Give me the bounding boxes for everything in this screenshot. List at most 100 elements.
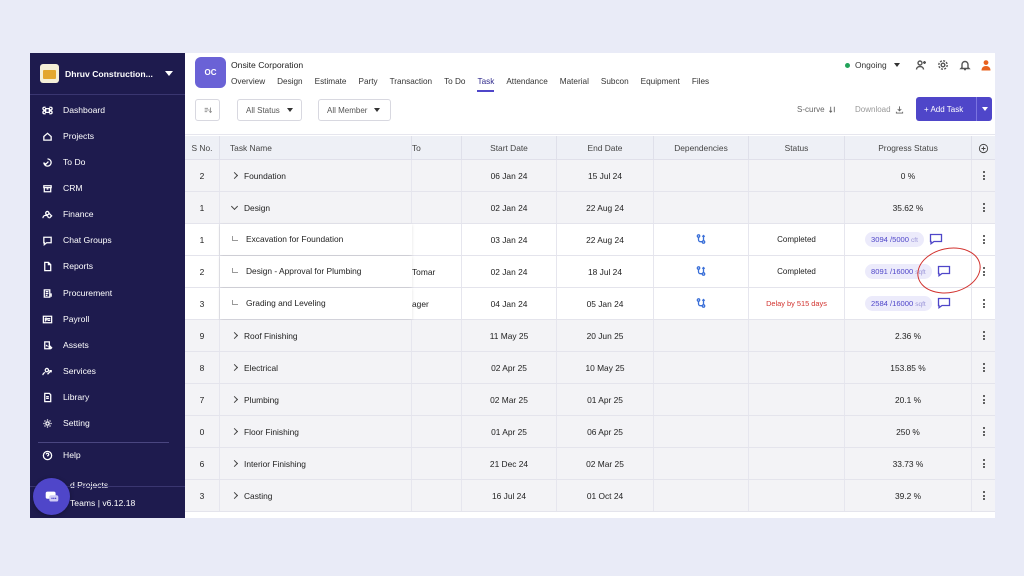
row-menu-icon[interactable]: [973, 192, 995, 223]
row-menu-icon[interactable]: [973, 256, 995, 287]
company-switcher[interactable]: Dhruv Construction...: [30, 53, 185, 95]
chevron-right-icon[interactable]: [230, 171, 239, 180]
bell-icon[interactable]: [958, 58, 972, 72]
column-header-progress-status[interactable]: Progress Status: [845, 136, 972, 160]
sidebar-item-projects[interactable]: Projects: [30, 124, 185, 148]
task-name: Interior Finishing: [244, 458, 306, 469]
status-filter-dropdown[interactable]: All Status: [237, 99, 302, 121]
chevron-right-icon[interactable]: [230, 491, 239, 500]
row-menu-icon[interactable]: [973, 160, 995, 191]
comment-icon[interactable]: [937, 297, 951, 311]
row-menu-icon[interactable]: [973, 384, 995, 415]
task-name-cell[interactable]: Interior Finishing: [220, 448, 412, 479]
add-task-button[interactable]: + Add Task: [916, 97, 992, 121]
task-name-cell[interactable]: Grading and Leveling: [220, 288, 412, 319]
sidebar-item-crm[interactable]: CRM: [30, 176, 185, 200]
chevron-right-icon[interactable]: [230, 459, 239, 468]
filter-sort-button[interactable]: [195, 99, 220, 121]
sidebar-item-to-do[interactable]: To Do: [30, 150, 185, 174]
task-name-cell[interactable]: Design: [220, 192, 412, 223]
sidebar-item-dashboard[interactable]: Dashboard: [30, 98, 185, 122]
task-group-row[interactable]: 9 Roof Finishing 11 May 25 20 Jun 25 2.36 %: [185, 320, 995, 352]
task-group-row[interactable]: 1 Design 02 Jan 24 22 Aug 24 35.62 %: [185, 192, 995, 224]
tab-files[interactable]: Files: [691, 77, 710, 86]
scurve-button[interactable]: S-curve: [797, 105, 837, 114]
tab-material[interactable]: Material: [559, 77, 589, 86]
sidebar-item-projects-partial[interactable]: d Projects: [30, 473, 185, 497]
dependency-icon[interactable]: [696, 297, 706, 310]
column-header-to[interactable]: To: [412, 136, 462, 160]
chevron-right-icon[interactable]: [230, 395, 239, 404]
sidebar-item-procurement[interactable]: Procurement: [30, 281, 185, 305]
task-group-row[interactable]: 0 Floor Finishing 01 Apr 25 06 Apr 25 250 %: [185, 416, 995, 448]
task-name-cell[interactable]: Electrical: [220, 352, 412, 383]
task-name-cell[interactable]: Foundation: [220, 160, 412, 191]
row-menu-icon[interactable]: [973, 352, 995, 383]
column-header-dependencies[interactable]: Dependencies: [654, 136, 749, 160]
tab-to-do[interactable]: To Do: [444, 77, 466, 86]
task-name-cell[interactable]: Plumbing: [220, 384, 412, 415]
tab-estimate[interactable]: Estimate: [314, 77, 347, 86]
comment-icon[interactable]: [937, 265, 951, 279]
sidebar-item-setting[interactable]: Setting: [30, 411, 185, 435]
row-menu-icon[interactable]: [973, 320, 995, 351]
column-header-start-date[interactable]: Start Date: [462, 136, 557, 160]
tab-attendance[interactable]: Attendance: [506, 77, 548, 86]
status-cell: [749, 320, 845, 351]
task-name-cell[interactable]: Roof Finishing: [220, 320, 412, 351]
task-group-row[interactable]: 6 Interior Finishing 21 Dec 24 02 Mar 25 33.…: [185, 448, 995, 480]
chevron-down-icon[interactable]: [230, 202, 239, 210]
task-group-row[interactable]: 3 Casting 16 Jul 24 01 Oct 24 39.2 %: [185, 480, 995, 512]
sidebar-item-help[interactable]: Help: [30, 443, 185, 467]
task-row[interactable]: 2 Design - Approval for Plumbing Tomar 02 J…: [185, 256, 995, 288]
sidebar-item-reports[interactable]: Reports: [30, 254, 185, 278]
task-name-cell[interactable]: Floor Finishing: [220, 416, 412, 447]
dependency-icon[interactable]: [696, 265, 706, 278]
sidebar-item-services[interactable]: Services: [30, 359, 185, 383]
sidebar-item-chat-groups[interactable]: Chat Groups: [30, 228, 185, 252]
task-row[interactable]: 3 Grading and Leveling ager 04 Jan 24 05 Jan…: [185, 288, 995, 320]
row-menu-icon[interactable]: [973, 448, 995, 479]
tab-party[interactable]: Party: [358, 77, 378, 86]
task-group-row[interactable]: 7 Plumbing 02 Mar 25 01 Apr 25 20.1 %: [185, 384, 995, 416]
chevron-right-icon[interactable]: [230, 331, 239, 340]
sidebar-item-payroll[interactable]: Payroll: [30, 307, 185, 331]
add-task-menu-toggle[interactable]: [976, 97, 992, 121]
add-column-icon[interactable]: [972, 136, 995, 160]
tab-equipment[interactable]: Equipment: [640, 77, 680, 86]
sidebar-item-finance[interactable]: Finance: [30, 202, 185, 226]
tab-transaction[interactable]: Transaction: [389, 77, 433, 86]
tab-task[interactable]: Task: [477, 77, 494, 92]
project-status-dropdown[interactable]: Ongoing: [845, 60, 900, 70]
row-menu-icon[interactable]: [973, 480, 995, 511]
tab-overview[interactable]: Overview: [231, 77, 266, 86]
tab-subcon[interactable]: Subcon: [600, 77, 629, 86]
task-name-cell[interactable]: Excavation for Foundation: [220, 224, 412, 255]
task-group-row[interactable]: 8 Electrical 02 Apr 25 10 May 25 153.85 %: [185, 352, 995, 384]
tab-design[interactable]: Design: [277, 77, 303, 86]
support-chat-button[interactable]: [33, 478, 70, 515]
dependency-icon[interactable]: [696, 233, 706, 246]
add-user-icon[interactable]: [914, 58, 928, 72]
task-group-row[interactable]: 2 Foundation 06 Jan 24 15 Jul 24 0 %: [185, 160, 995, 192]
sidebar-item-library[interactable]: Library: [30, 385, 185, 409]
comment-icon[interactable]: [929, 233, 943, 247]
row-menu-icon[interactable]: [973, 416, 995, 447]
chevron-right-icon[interactable]: [230, 363, 239, 372]
user-avatar-icon[interactable]: [979, 58, 993, 72]
column-header-end-date[interactable]: End Date: [557, 136, 654, 160]
chevron-right-icon[interactable]: [230, 427, 239, 436]
column-header-status[interactable]: Status: [749, 136, 845, 160]
column-header-s-no[interactable]: S No.: [185, 136, 220, 160]
task-row[interactable]: 1 Excavation for Foundation 03 Jan 24 22 Au…: [185, 224, 995, 256]
end-date: 18 Jul 24: [557, 256, 654, 287]
sidebar-item-assets[interactable]: Assets: [30, 333, 185, 357]
download-button[interactable]: Download: [855, 105, 904, 114]
task-name-cell[interactable]: Design - Approval for Plumbing: [220, 256, 412, 287]
task-name-cell[interactable]: Casting: [220, 480, 412, 511]
member-filter-dropdown[interactable]: All Member: [318, 99, 391, 121]
row-menu-icon[interactable]: [973, 224, 995, 255]
gear-icon[interactable]: [936, 58, 950, 72]
row-menu-icon[interactable]: [973, 288, 995, 319]
column-header-task-name[interactable]: Task Name: [220, 136, 412, 160]
